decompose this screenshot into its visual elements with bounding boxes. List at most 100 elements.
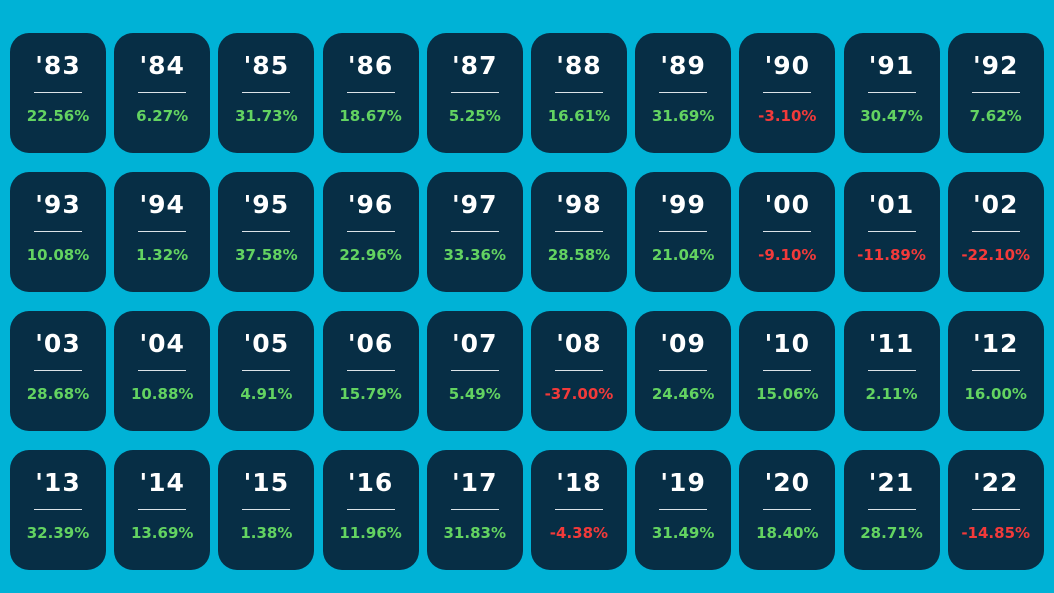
positive-return-value: 11.96%: [339, 524, 402, 542]
year-label: '20: [764, 468, 811, 497]
positive-return-value: 24.46%: [651, 385, 715, 403]
year-label: '14: [139, 468, 185, 497]
divider-line: [763, 92, 812, 93]
divider-line: [138, 370, 187, 371]
positive-return-value: 31.69%: [651, 107, 715, 125]
negative-return-value: -3.10%: [758, 107, 817, 125]
year-tile: '08 -37.00%: [530, 311, 627, 431]
positive-return-value: 16.61%: [547, 107, 611, 125]
year-label: '88: [556, 51, 602, 80]
year-tile: '15 1.38%: [218, 450, 315, 570]
year-tile: '22 -14.85%: [947, 450, 1044, 570]
year-label: '89: [660, 51, 706, 80]
year-label: '92: [972, 51, 1019, 80]
divider-line: [242, 370, 291, 371]
year-tile: '95 37.58%: [218, 172, 315, 292]
year-label: '87: [452, 51, 498, 80]
divider-line: [763, 231, 812, 232]
positive-return-value: 18.40%: [756, 524, 819, 542]
year-tile: '17 31.83%: [426, 450, 523, 570]
year-tile-grid: '83 22.56% '84 6.27% '85 31.73% '86 18.67% '87 5.…: [10, 33, 1044, 570]
year-label: '98: [556, 190, 602, 219]
divider-line: [867, 509, 916, 510]
divider-line: [971, 231, 1020, 232]
year-tile: '11 2.11%: [843, 311, 940, 431]
positive-return-value: 21.04%: [651, 246, 715, 264]
negative-return-value: -37.00%: [544, 385, 614, 403]
negative-return-value: -11.89%: [857, 246, 926, 264]
divider-line: [346, 509, 395, 510]
divider-line: [554, 509, 603, 510]
divider-line: [346, 92, 395, 93]
positive-return-value: 31.73%: [235, 107, 298, 125]
year-tile: '06 15.79%: [322, 311, 419, 431]
divider-line: [659, 509, 708, 510]
year-tile: '20 18.40%: [739, 450, 836, 570]
year-label: '99: [660, 190, 706, 219]
divider-line: [971, 92, 1020, 93]
year-label: '91: [868, 51, 915, 80]
divider-line: [554, 231, 603, 232]
year-tile: '03 28.68%: [10, 311, 106, 431]
divider-line: [138, 92, 187, 93]
year-tile: '92 7.62%: [947, 33, 1044, 153]
divider-line: [242, 92, 291, 93]
year-label: '11: [868, 329, 915, 358]
positive-return-value: 32.39%: [26, 524, 90, 542]
year-tile: '94 1.32%: [114, 172, 211, 292]
year-label: '84: [139, 51, 185, 80]
year-label: '22: [972, 468, 1019, 497]
negative-return-value: -9.10%: [758, 246, 817, 264]
divider-line: [867, 92, 916, 93]
divider-line: [554, 370, 603, 371]
year-label: '15: [243, 468, 290, 497]
positive-return-value: 4.91%: [240, 385, 293, 403]
year-tile: '84 6.27%: [114, 33, 211, 153]
positive-return-value: 6.27%: [136, 107, 189, 125]
year-tile: '13 32.39%: [10, 450, 106, 570]
positive-return-value: 18.67%: [339, 107, 402, 125]
positive-return-value: 22.56%: [26, 107, 90, 125]
year-tile: '04 10.88%: [114, 311, 211, 431]
year-tile: '99 21.04%: [635, 172, 732, 292]
positive-return-value: 5.25%: [448, 107, 501, 125]
year-label: '94: [139, 190, 185, 219]
negative-return-value: -4.38%: [549, 524, 609, 542]
year-label: '04: [139, 329, 185, 358]
year-tile: '97 33.36%: [426, 172, 523, 292]
year-label: '07: [452, 329, 498, 358]
year-tile: '05 4.91%: [218, 311, 315, 431]
year-tile: '16 11.96%: [322, 450, 419, 570]
year-tile: '91 30.47%: [843, 33, 940, 153]
divider-line: [971, 370, 1020, 371]
divider-line: [138, 509, 187, 510]
year-tile: '89 31.69%: [635, 33, 732, 153]
year-tile: '86 18.67%: [322, 33, 419, 153]
positive-return-value: 31.49%: [651, 524, 715, 542]
positive-return-value: 10.88%: [130, 385, 194, 403]
year-label: '17: [452, 468, 498, 497]
year-tile: '09 24.46%: [635, 311, 732, 431]
divider-line: [659, 370, 708, 371]
year-tile: '85 31.73%: [218, 33, 315, 153]
year-label: '86: [347, 51, 394, 80]
year-label: '85: [243, 51, 290, 80]
year-label: '03: [35, 329, 81, 358]
positive-return-value: 5.49%: [448, 385, 501, 403]
positive-return-value: 15.79%: [339, 385, 402, 403]
divider-line: [554, 92, 603, 93]
negative-return-value: -14.85%: [961, 524, 1031, 542]
year-tile: '19 31.49%: [635, 450, 732, 570]
year-tile: '98 28.58%: [530, 172, 627, 292]
positive-return-value: 31.83%: [443, 524, 506, 542]
year-label: '18: [556, 468, 602, 497]
year-tile: '10 15.06%: [739, 311, 836, 431]
divider-line: [450, 370, 499, 371]
year-label: '90: [764, 51, 811, 80]
year-tile: '02 -22.10%: [947, 172, 1044, 292]
year-label: '12: [972, 329, 1019, 358]
year-tile: '14 13.69%: [114, 450, 211, 570]
positive-return-value: 33.36%: [443, 246, 506, 264]
year-tile: '88 16.61%: [530, 33, 627, 153]
year-label: '09: [660, 329, 706, 358]
